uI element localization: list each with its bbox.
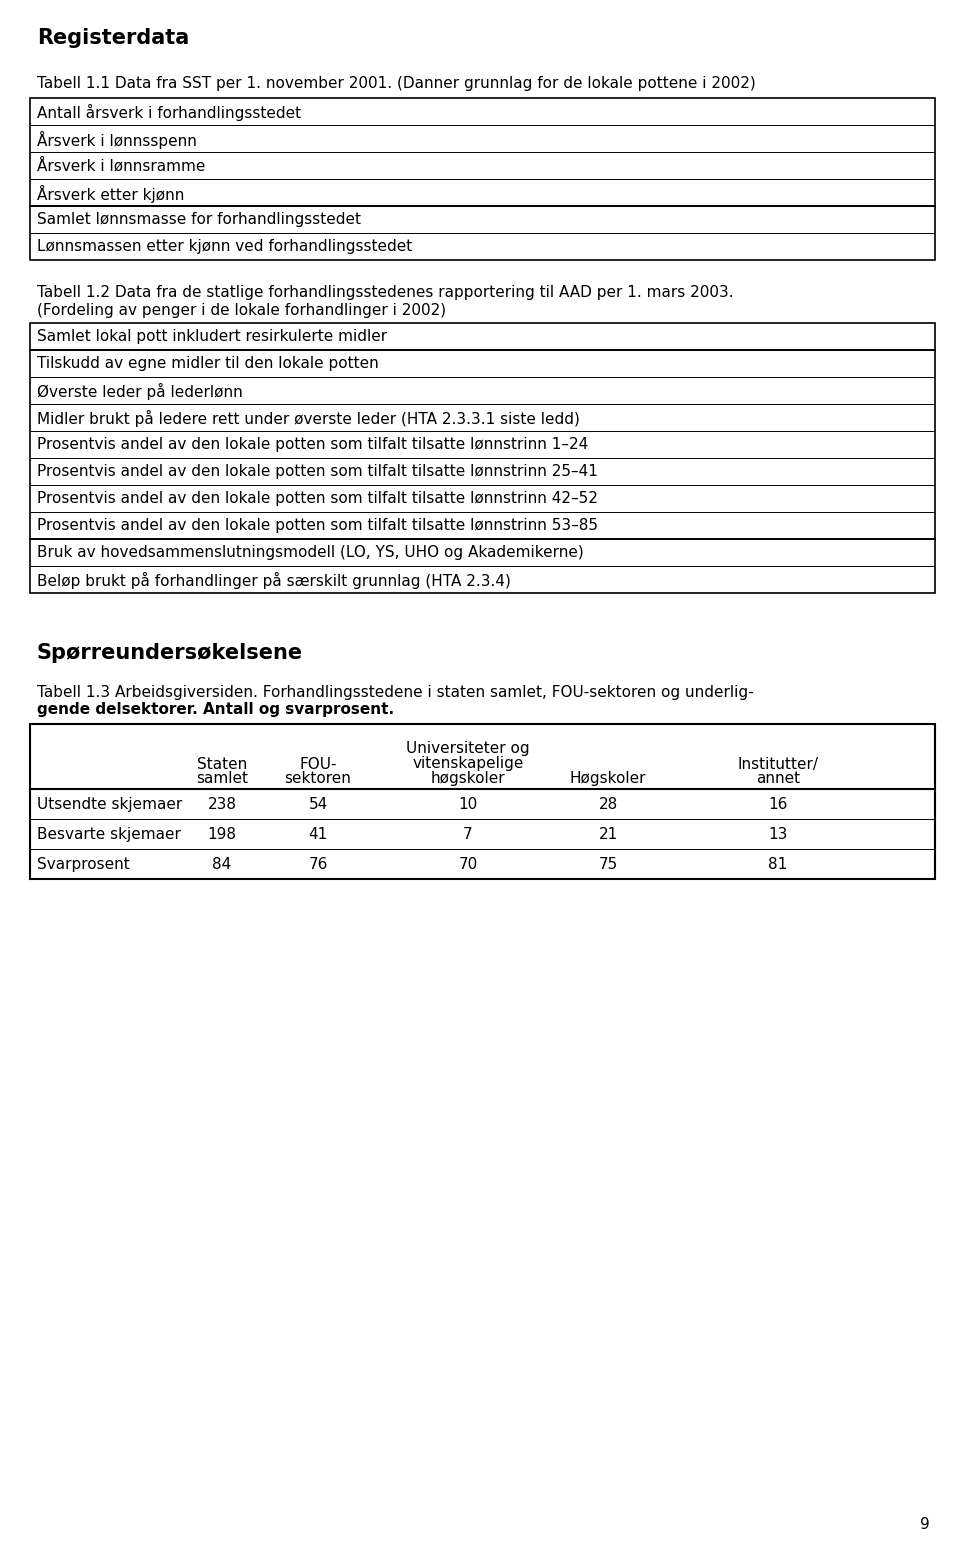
Text: Tabell 1.3 Arbeidsgiversiden. Forhandlingsstedene i staten samlet, FOU-sektoren : Tabell 1.3 Arbeidsgiversiden. Forhandlin… bbox=[37, 685, 754, 699]
Bar bbox=[30, 206, 935, 260]
Text: 70: 70 bbox=[458, 857, 478, 873]
Text: (Fordeling av penger i de lokale forhandlinger i 2002): (Fordeling av penger i de lokale forhand… bbox=[37, 303, 446, 319]
Text: Lønnsmassen etter kjønn ved forhandlingsstedet: Lønnsmassen etter kjønn ved forhandlings… bbox=[37, 238, 412, 254]
Text: Staten: Staten bbox=[197, 756, 247, 772]
Text: 238: 238 bbox=[207, 797, 236, 812]
Text: FOU-: FOU- bbox=[300, 756, 337, 772]
Text: Øverste leder på lederlønn: Øverste leder på lederlønn bbox=[37, 384, 243, 401]
Bar bbox=[30, 323, 935, 350]
Text: 198: 198 bbox=[207, 828, 236, 842]
Text: 81: 81 bbox=[768, 857, 787, 873]
Text: Årsverk i lønnsspenn: Årsverk i lønnsspenn bbox=[37, 131, 197, 149]
Text: 75: 75 bbox=[598, 857, 617, 873]
Text: Institutter/: Institutter/ bbox=[737, 756, 819, 772]
Text: annet: annet bbox=[756, 770, 800, 786]
Text: Besvarte skjemaer: Besvarte skjemaer bbox=[37, 828, 180, 842]
Text: Tilskudd av egne midler til den lokale potten: Tilskudd av egne midler til den lokale p… bbox=[37, 356, 379, 371]
Text: Bruk av hovedsammenslutningsmodell (LO, YS, UHO og Akademikerne): Bruk av hovedsammenslutningsmodell (LO, … bbox=[37, 545, 584, 560]
Text: samlet: samlet bbox=[196, 770, 248, 786]
Text: 10: 10 bbox=[458, 797, 478, 812]
Text: Beløp brukt på forhandlinger på særskilt grunnlag (HTA 2.3.4): Beløp brukt på forhandlinger på særskilt… bbox=[37, 572, 511, 589]
Text: 16: 16 bbox=[768, 797, 788, 812]
Text: 41: 41 bbox=[308, 828, 327, 842]
Text: 7: 7 bbox=[463, 828, 473, 842]
Text: Årsverk etter kjønn: Årsverk etter kjønn bbox=[37, 186, 184, 203]
Bar bbox=[30, 724, 935, 879]
Text: Prosentvis andel av den lokale potten som tilfalt tilsatte lønnstrinn 42–52: Prosentvis andel av den lokale potten so… bbox=[37, 490, 598, 506]
Text: 13: 13 bbox=[768, 828, 788, 842]
Text: vitenskapelige: vitenskapelige bbox=[412, 756, 524, 770]
Text: Samlet lønnsmasse for forhandlingsstedet: Samlet lønnsmasse for forhandlingsstedet bbox=[37, 212, 361, 227]
Text: Registerdata: Registerdata bbox=[37, 28, 189, 48]
Text: 76: 76 bbox=[308, 857, 327, 873]
Text: gende delsektorer. Antall og svarprosent.: gende delsektorer. Antall og svarprosent… bbox=[37, 702, 395, 716]
Text: 54: 54 bbox=[308, 797, 327, 812]
Text: Høgskoler: Høgskoler bbox=[569, 770, 646, 786]
Text: Samlet lokal pott inkludert resirkulerte midler: Samlet lokal pott inkludert resirkulerte… bbox=[37, 330, 387, 343]
Text: Universiteter og: Universiteter og bbox=[406, 741, 530, 756]
Text: 9: 9 bbox=[921, 1518, 930, 1532]
Bar bbox=[30, 97, 935, 206]
Text: høgskoler: høgskoler bbox=[431, 770, 505, 786]
Text: Midler brukt på ledere rett under øverste leder (HTA 2.3.3.1 siste ledd): Midler brukt på ledere rett under øverst… bbox=[37, 410, 580, 427]
Text: Antall årsverk i forhandlingsstedet: Antall årsverk i forhandlingsstedet bbox=[37, 104, 301, 121]
Text: Årsverk i lønnsramme: Årsverk i lønnsramme bbox=[37, 158, 205, 173]
Text: 84: 84 bbox=[212, 857, 231, 873]
Text: 21: 21 bbox=[598, 828, 617, 842]
Bar bbox=[30, 538, 935, 593]
Text: Utsendte skjemaer: Utsendte skjemaer bbox=[37, 797, 182, 812]
Text: sektoren: sektoren bbox=[284, 770, 351, 786]
Text: Spørreundersøkelsene: Spørreundersøkelsene bbox=[37, 644, 303, 664]
Text: Prosentvis andel av den lokale potten som tilfalt tilsatte lønnstrinn 1–24: Prosentvis andel av den lokale potten so… bbox=[37, 436, 588, 452]
Text: Tabell 1.2 Data fra de statlige forhandlingsstedenes rapportering til AAD per 1.: Tabell 1.2 Data fra de statlige forhandl… bbox=[37, 285, 733, 300]
Text: Prosentvis andel av den lokale potten som tilfalt tilsatte lønnstrinn 53–85: Prosentvis andel av den lokale potten so… bbox=[37, 518, 598, 534]
Text: 28: 28 bbox=[598, 797, 617, 812]
Text: Svarprosent: Svarprosent bbox=[37, 857, 130, 873]
Text: Tabell 1.1 Data fra SST per 1. november 2001. (Danner grunnlag for de lokale pot: Tabell 1.1 Data fra SST per 1. november … bbox=[37, 76, 756, 91]
Bar bbox=[30, 350, 935, 538]
Text: Prosentvis andel av den lokale potten som tilfalt tilsatte lønnstrinn 25–41: Prosentvis andel av den lokale potten so… bbox=[37, 464, 598, 480]
